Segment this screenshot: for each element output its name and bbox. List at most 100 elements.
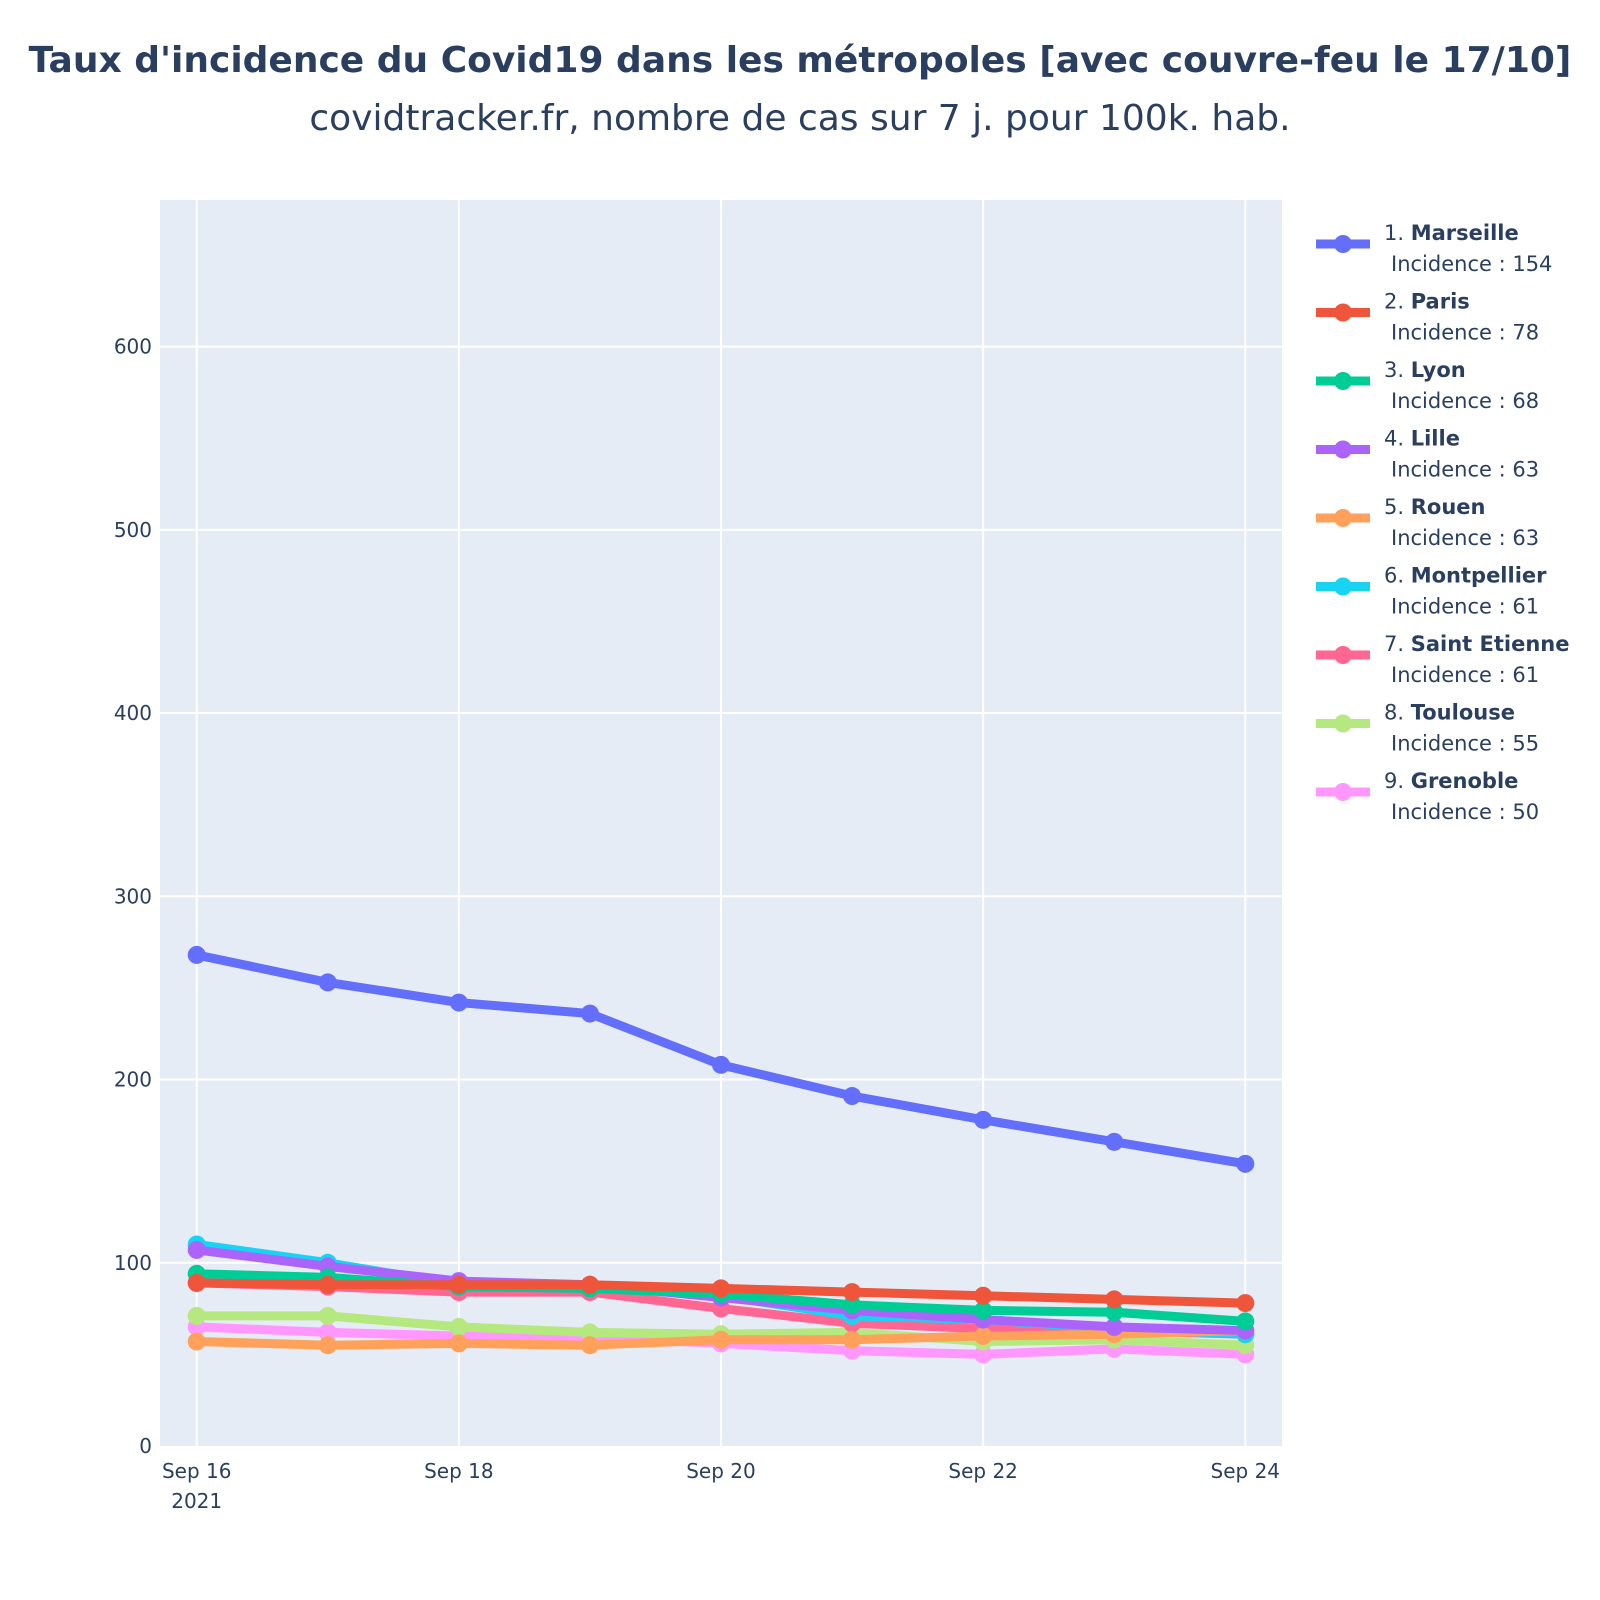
legend-series-name: Marseille (1411, 221, 1519, 245)
data-point[interactable] (1105, 1132, 1124, 1151)
data-point[interactable] (843, 1330, 862, 1349)
legend-incidence: Incidence : 154 (1391, 252, 1552, 276)
legend-label: 8. Toulouse (1384, 701, 1515, 725)
data-point[interactable] (187, 1306, 206, 1325)
legend-swatch-marker (1334, 440, 1352, 459)
y-tick-label: 300 (114, 884, 152, 908)
y-tick-label: 0 (139, 1434, 152, 1458)
legend-series-name: Montpellier (1411, 564, 1547, 588)
legend-label: 6. Montpellier (1384, 564, 1547, 588)
data-point[interactable] (187, 945, 206, 964)
legend-incidence: Incidence : 63 (1391, 458, 1539, 482)
data-point[interactable] (449, 1334, 468, 1353)
x-axis: Sep 16 2021 Sep 18 Sep 20 Sep 22 Sep 24 (162, 1459, 1280, 1513)
legend-label: 9. Grenoble (1384, 769, 1518, 793)
legend-label: 3. Lyon (1384, 358, 1466, 382)
data-point[interactable] (712, 1279, 730, 1298)
data-point[interactable] (843, 1283, 862, 1302)
data-point[interactable] (1236, 1154, 1255, 1173)
legend-item[interactable]: 1. Marseille Incidence : 154 (1316, 221, 1552, 276)
chart-subtitle: covidtracker.fr, nombre de cas sur 7 j. … (309, 98, 1291, 139)
x-tick-label: Sep 16 (162, 1459, 232, 1483)
x-tick-sublabel: 2021 (171, 1489, 222, 1513)
legend-rank: 3. (1384, 358, 1411, 382)
data-point[interactable] (580, 1004, 599, 1023)
legend-swatch-marker (1334, 235, 1352, 253)
legend-rank: 1. (1384, 221, 1411, 245)
data-point[interactable] (318, 1336, 337, 1355)
legend-incidence: Incidence : 68 (1391, 389, 1539, 413)
legend-rank: 2. (1384, 290, 1411, 314)
legend-incidence: Incidence : 61 (1391, 663, 1539, 687)
y-tick-label: 100 (114, 1251, 152, 1275)
data-point[interactable] (449, 993, 468, 1012)
y-tick-label: 600 (114, 335, 152, 359)
series-group (187, 945, 1255, 1364)
data-point[interactable] (974, 1110, 993, 1129)
legend-label: 1. Marseille (1384, 221, 1519, 245)
legend-item[interactable]: 5. Rouen Incidence : 63 (1316, 495, 1539, 550)
legend-series-name: Saint Etienne (1411, 632, 1570, 656)
data-point[interactable] (843, 1295, 862, 1314)
legend-label: 4. Lille (1384, 427, 1460, 451)
legend-incidence: Incidence : 78 (1391, 321, 1539, 345)
data-point[interactable] (974, 1327, 993, 1346)
legend-swatch-marker (1334, 303, 1352, 322)
legend-item[interactable]: 4. Lille Incidence : 63 (1316, 427, 1539, 482)
data-point[interactable] (1105, 1290, 1124, 1309)
data-point[interactable] (187, 1273, 206, 1292)
legend-rank: 9. (1384, 769, 1411, 793)
series-paris (187, 1273, 1255, 1313)
data-point[interactable] (1236, 1294, 1255, 1313)
legend[interactable]: 1. Marseille Incidence : 154 2. Paris Incid… (1316, 221, 1569, 824)
legend-item[interactable]: 3. Lyon Incidence : 68 (1316, 358, 1539, 413)
legend-item[interactable]: 8. Toulouse Incidence : 55 (1316, 701, 1539, 756)
legend-rank: 5. (1384, 495, 1411, 519)
data-point[interactable] (318, 1323, 337, 1342)
legend-incidence: Incidence : 55 (1391, 732, 1539, 756)
x-tick-label: Sep 20 (686, 1459, 756, 1483)
y-tick-label: 500 (114, 518, 152, 542)
chart-title: Taux d'incidence du Covid19 dans les mét… (28, 40, 1572, 81)
y-tick-label: 400 (114, 701, 152, 725)
data-point[interactable] (449, 1275, 468, 1294)
data-point[interactable] (712, 1055, 730, 1074)
data-point[interactable] (843, 1087, 862, 1106)
data-point[interactable] (187, 1240, 206, 1259)
data-point[interactable] (187, 1332, 206, 1351)
data-point[interactable] (318, 1306, 337, 1325)
data-point[interactable] (580, 1336, 599, 1355)
data-point[interactable] (974, 1345, 993, 1364)
data-point[interactable] (1236, 1312, 1255, 1331)
legend-item[interactable]: 2. Paris Incidence : 78 (1316, 290, 1539, 345)
data-point[interactable] (712, 1330, 730, 1349)
legend-item[interactable]: 9. Grenoble Incidence : 50 (1316, 769, 1539, 824)
data-point[interactable] (974, 1286, 993, 1305)
legend-label: 7. Saint Etienne (1384, 632, 1569, 656)
legend-item[interactable]: 7. Saint Etienne Incidence : 61 (1316, 632, 1569, 687)
y-axis: 0 100 200 300 400 500 600 (114, 335, 152, 1458)
y-tick-label: 200 (114, 1068, 152, 1092)
legend-series-name: Lyon (1411, 358, 1466, 382)
legend-incidence: Incidence : 63 (1391, 526, 1539, 550)
legend-item[interactable]: 6. Montpellier Incidence : 61 (1316, 564, 1547, 619)
gridlines (160, 200, 1282, 1446)
data-point[interactable] (974, 1301, 993, 1320)
data-point[interactable] (449, 1317, 468, 1336)
series-marseille (187, 945, 1255, 1173)
legend-series-name: Toulouse (1411, 701, 1515, 725)
x-tick-label: Sep 24 (1211, 1459, 1281, 1483)
data-point[interactable] (318, 973, 337, 992)
data-point[interactable] (580, 1323, 599, 1342)
legend-series-name: Lille (1411, 427, 1460, 451)
legend-rank: 7. (1384, 632, 1411, 656)
data-point[interactable] (580, 1275, 599, 1294)
legend-swatch-marker (1334, 577, 1352, 596)
data-point[interactable] (1105, 1303, 1124, 1322)
legend-swatch-marker (1334, 783, 1352, 801)
data-point[interactable] (1105, 1317, 1124, 1336)
legend-rank: 6. (1384, 564, 1411, 588)
legend-swatch-marker (1334, 646, 1352, 664)
data-point[interactable] (318, 1275, 337, 1294)
